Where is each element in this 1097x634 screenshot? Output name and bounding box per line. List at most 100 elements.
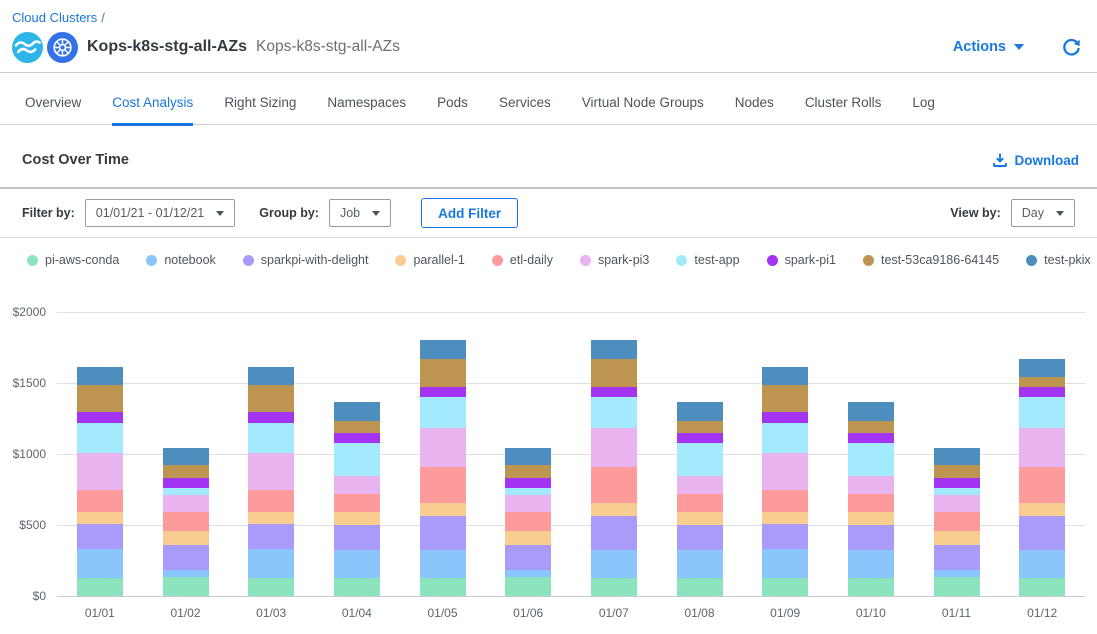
bar-segment-etl-daily[interactable] bbox=[248, 490, 294, 511]
bar-segment-test-pkix[interactable] bbox=[591, 340, 637, 358]
bar-segment-test-pkix[interactable] bbox=[334, 402, 380, 420]
bar-segment-etl-daily[interactable] bbox=[163, 512, 209, 531]
bar-01-12[interactable] bbox=[1019, 359, 1065, 596]
bar-segment-test-53ca9186-64145[interactable] bbox=[591, 359, 637, 387]
bar-01-07[interactable] bbox=[591, 340, 637, 596]
bar-segment-test-53ca9186-64145[interactable] bbox=[248, 385, 294, 412]
bar-01-01[interactable] bbox=[77, 367, 123, 596]
bar-segment-spark-pi3[interactable] bbox=[677, 476, 723, 494]
bar-segment-spark-pi3[interactable] bbox=[248, 453, 294, 490]
bar-segment-pi-aws-conda[interactable] bbox=[248, 578, 294, 596]
view-by-dropdown[interactable]: Day bbox=[1011, 199, 1075, 227]
bar-segment-parallel-1[interactable] bbox=[77, 512, 123, 525]
bar-segment-test-pkix[interactable] bbox=[677, 402, 723, 420]
bar-segment-pi-aws-conda[interactable] bbox=[934, 577, 980, 596]
actions-button[interactable]: Actions bbox=[953, 39, 1024, 55]
bar-segment-pi-aws-conda[interactable] bbox=[77, 578, 123, 596]
bar-01-06[interactable] bbox=[505, 448, 551, 596]
tab-overview[interactable]: Overview bbox=[25, 95, 81, 124]
bar-segment-parallel-1[interactable] bbox=[762, 512, 808, 525]
bar-segment-pi-aws-conda[interactable] bbox=[334, 578, 380, 596]
bar-segment-notebook[interactable] bbox=[420, 550, 466, 578]
bar-segment-notebook[interactable] bbox=[762, 549, 808, 578]
bar-segment-pi-aws-conda[interactable] bbox=[1019, 578, 1065, 596]
bar-segment-sparkpi-with-delight[interactable] bbox=[934, 545, 980, 571]
bar-segment-pi-aws-conda[interactable] bbox=[591, 578, 637, 596]
bar-segment-spark-pi1[interactable] bbox=[762, 412, 808, 423]
bar-segment-sparkpi-with-delight[interactable] bbox=[1019, 516, 1065, 550]
bar-segment-test-app[interactable] bbox=[591, 397, 637, 429]
bar-segment-notebook[interactable] bbox=[677, 550, 723, 578]
bar-segment-test-53ca9186-64145[interactable] bbox=[163, 465, 209, 478]
bar-segment-etl-daily[interactable] bbox=[1019, 467, 1065, 503]
refresh-button[interactable] bbox=[1062, 38, 1081, 57]
legend-item-pi-aws-conda[interactable]: pi-aws-conda bbox=[27, 253, 119, 267]
bar-segment-spark-pi3[interactable] bbox=[334, 476, 380, 494]
bar-segment-test-pkix[interactable] bbox=[934, 448, 980, 465]
bar-segment-notebook[interactable] bbox=[334, 550, 380, 578]
bar-segment-etl-daily[interactable] bbox=[591, 467, 637, 503]
bar-segment-test-pkix[interactable] bbox=[762, 367, 808, 385]
bar-01-03[interactable] bbox=[248, 367, 294, 596]
bar-segment-etl-daily[interactable] bbox=[677, 494, 723, 512]
breadcrumb-cloud-clusters-link[interactable]: Cloud Clusters bbox=[12, 10, 97, 25]
bar-segment-test-53ca9186-64145[interactable] bbox=[762, 385, 808, 412]
legend-item-parallel-1[interactable]: parallel-1 bbox=[395, 253, 464, 267]
bar-segment-test-app[interactable] bbox=[248, 423, 294, 454]
bar-segment-notebook[interactable] bbox=[591, 550, 637, 578]
group-by-dropdown[interactable]: Job bbox=[329, 199, 391, 227]
bar-segment-sparkpi-with-delight[interactable] bbox=[163, 545, 209, 571]
bar-segment-spark-pi3[interactable] bbox=[591, 428, 637, 466]
bar-segment-etl-daily[interactable] bbox=[334, 494, 380, 512]
bar-segment-spark-pi3[interactable] bbox=[77, 453, 123, 490]
bar-segment-parallel-1[interactable] bbox=[591, 503, 637, 516]
bar-segment-parallel-1[interactable] bbox=[677, 512, 723, 525]
bar-segment-spark-pi1[interactable] bbox=[934, 478, 980, 489]
bar-segment-spark-pi1[interactable] bbox=[848, 433, 894, 443]
bar-segment-spark-pi1[interactable] bbox=[591, 387, 637, 397]
bar-segment-sparkpi-with-delight[interactable] bbox=[848, 525, 894, 550]
legend-item-spark-pi1[interactable]: spark-pi1 bbox=[767, 253, 836, 267]
bar-segment-spark-pi1[interactable] bbox=[505, 478, 551, 489]
bar-segment-spark-pi1[interactable] bbox=[1019, 387, 1065, 397]
tab-nodes[interactable]: Nodes bbox=[735, 95, 774, 124]
bar-segment-test-53ca9186-64145[interactable] bbox=[1019, 377, 1065, 386]
bar-segment-test-app[interactable] bbox=[934, 488, 980, 495]
bar-segment-test-app[interactable] bbox=[334, 443, 380, 476]
bar-segment-spark-pi3[interactable] bbox=[848, 476, 894, 494]
legend-item-test-53ca9186-64145[interactable]: test-53ca9186-64145 bbox=[863, 253, 999, 267]
bar-segment-test-app[interactable] bbox=[77, 423, 123, 454]
tab-cluster-rolls[interactable]: Cluster Rolls bbox=[805, 95, 882, 124]
bar-segment-sparkpi-with-delight[interactable] bbox=[591, 516, 637, 550]
bar-segment-pi-aws-conda[interactable] bbox=[505, 577, 551, 596]
bar-segment-test-53ca9186-64145[interactable] bbox=[848, 421, 894, 433]
legend-item-etl-daily[interactable]: etl-daily bbox=[492, 253, 553, 267]
bar-segment-test-pkix[interactable] bbox=[505, 448, 551, 465]
bar-segment-notebook[interactable] bbox=[248, 549, 294, 578]
bar-segment-test-53ca9186-64145[interactable] bbox=[420, 359, 466, 387]
date-range-dropdown[interactable]: 01/01/21 - 01/12/21 bbox=[85, 199, 235, 227]
bar-segment-test-pkix[interactable] bbox=[248, 367, 294, 385]
bar-01-08[interactable] bbox=[677, 402, 723, 596]
download-button[interactable]: Download bbox=[992, 152, 1080, 168]
bar-segment-parallel-1[interactable] bbox=[505, 531, 551, 545]
bar-segment-parallel-1[interactable] bbox=[334, 512, 380, 525]
bar-segment-test-pkix[interactable] bbox=[77, 367, 123, 385]
bar-segment-etl-daily[interactable] bbox=[77, 490, 123, 511]
bar-segment-test-pkix[interactable] bbox=[1019, 359, 1065, 377]
bar-segment-parallel-1[interactable] bbox=[1019, 503, 1065, 516]
legend-item-test-app[interactable]: test-app bbox=[676, 253, 739, 267]
bar-segment-pi-aws-conda[interactable] bbox=[163, 577, 209, 596]
bar-segment-test-53ca9186-64145[interactable] bbox=[934, 465, 980, 478]
bar-segment-spark-pi1[interactable] bbox=[248, 412, 294, 423]
bar-segment-test-pkix[interactable] bbox=[163, 448, 209, 465]
tab-namespaces[interactable]: Namespaces bbox=[327, 95, 406, 124]
bar-segment-parallel-1[interactable] bbox=[848, 512, 894, 525]
bar-01-11[interactable] bbox=[934, 448, 980, 596]
bar-segment-spark-pi1[interactable] bbox=[677, 433, 723, 443]
bar-segment-sparkpi-with-delight[interactable] bbox=[762, 524, 808, 549]
bar-01-10[interactable] bbox=[848, 402, 894, 596]
bar-segment-test-app[interactable] bbox=[163, 488, 209, 495]
bar-01-04[interactable] bbox=[334, 402, 380, 596]
bar-segment-sparkpi-with-delight[interactable] bbox=[505, 545, 551, 571]
